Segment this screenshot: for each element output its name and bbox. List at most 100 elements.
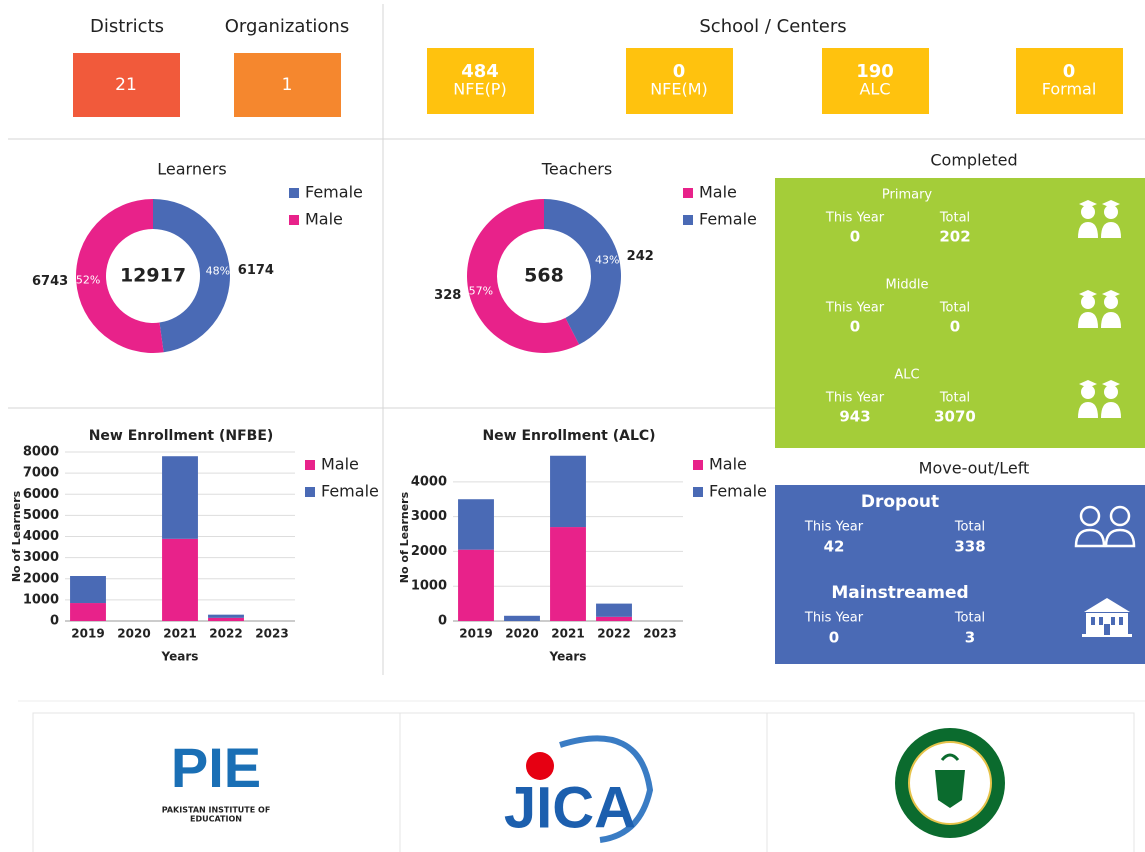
bar <box>458 549 494 621</box>
donut-total: 568 <box>524 265 564 287</box>
donut-segment <box>544 199 621 345</box>
jica-swoosh <box>559 735 654 843</box>
donut-total: 12917 <box>120 265 186 287</box>
legend-label: Male <box>699 183 737 202</box>
legend-label: Female <box>305 183 363 202</box>
y-tick-label: 1000 <box>23 592 59 607</box>
this-year-value: 0 <box>829 629 839 647</box>
jica-dot <box>526 752 554 780</box>
this-year-label: This Year <box>804 520 864 535</box>
bar <box>550 527 586 621</box>
logo-caption: EDUCATION <box>190 815 242 824</box>
total-label: Total <box>954 520 985 535</box>
this-year-label: This Year <box>825 301 885 316</box>
school-value: 0 <box>1063 61 1076 82</box>
y-tick-label: 6000 <box>23 487 59 502</box>
legend-swatch <box>693 460 703 470</box>
completed-panel <box>775 178 1145 448</box>
legend-swatch <box>305 460 315 470</box>
school-label: NFE(P) <box>453 80 506 99</box>
total-value: 338 <box>954 538 985 556</box>
this-year-value: 0 <box>850 228 860 246</box>
people-icon <box>1074 505 1136 548</box>
this-year-label: This Year <box>804 611 864 626</box>
total-label: Total <box>939 301 970 316</box>
legend-label: Female <box>709 482 767 501</box>
y-tick-label: 4000 <box>23 529 59 544</box>
group-name: Mainstreamed <box>831 583 968 603</box>
bar <box>162 538 198 621</box>
bar <box>596 616 632 621</box>
x-tick-label: 2019 <box>71 627 104 641</box>
percent-label: 43% <box>595 254 619 267</box>
donut-segment <box>76 199 164 353</box>
x-axis-label: Years <box>549 650 587 664</box>
value-label: 6743 <box>32 274 68 289</box>
legend-swatch <box>683 215 693 225</box>
bar <box>208 614 244 618</box>
x-tick-label: 2022 <box>597 627 630 641</box>
school-label: ALC <box>859 80 890 99</box>
y-tick-label: 4000 <box>411 474 447 489</box>
group-name: Dropout <box>861 492 939 512</box>
govt-seal <box>895 728 1005 838</box>
chart-title: New Enrollment (ALC) <box>482 428 655 444</box>
logo-caption: PAKISTAN INSTITUTE OF <box>162 806 271 815</box>
legend-swatch <box>305 487 315 497</box>
total-value: 3 <box>965 629 975 647</box>
move-out-groups: Dropout This Year Total 42 338 Mainstreamed Th… <box>804 492 986 647</box>
y-tick-label: 5000 <box>23 508 59 523</box>
graduate-icons <box>1078 200 1121 418</box>
school-box <box>626 48 733 114</box>
y-tick-label: 0 <box>438 614 447 629</box>
logo-pie: PIE <box>171 736 261 799</box>
total-label: Total <box>939 211 970 226</box>
legend-label: Male <box>709 455 747 474</box>
y-tick-label: 8000 <box>23 445 59 460</box>
logo-cards <box>32 712 1135 852</box>
stat-box <box>234 53 341 117</box>
chart-title: Learners <box>157 160 226 179</box>
group-name: Middle <box>886 278 929 293</box>
logo-jica: JICA <box>504 775 636 840</box>
chart-title: Teachers <box>541 160 612 179</box>
bar <box>596 603 632 617</box>
total-value: 0 <box>950 318 960 336</box>
this-year-label: This Year <box>825 211 885 226</box>
school-value: 0 <box>673 61 686 82</box>
x-axis-label: Years <box>161 650 199 664</box>
legend-swatch <box>693 487 703 497</box>
dividers <box>8 4 1145 702</box>
y-tick-label: 2000 <box>411 544 447 559</box>
y-axis-label: No of Learners <box>10 490 23 582</box>
donut-segment <box>153 199 230 353</box>
school-box <box>822 48 929 114</box>
y-tick-label: 3000 <box>411 509 447 524</box>
x-tick-label: 2023 <box>643 627 676 641</box>
total-value: 202 <box>939 228 970 246</box>
bar <box>208 617 244 621</box>
school-icon <box>1082 598 1132 637</box>
legend-label: Female <box>699 210 757 229</box>
section-title: School / Centers <box>699 16 846 37</box>
x-tick-label: 2022 <box>209 627 242 641</box>
percent-label: 48% <box>206 265 230 278</box>
y-tick-label: 2000 <box>23 571 59 586</box>
this-year-label: This Year <box>825 391 885 406</box>
school-value: 190 <box>856 61 894 82</box>
y-tick-label: 3000 <box>23 550 59 565</box>
chart-title: New Enrollment (NFBE) <box>89 428 274 444</box>
stat-value: 1 <box>282 75 293 95</box>
section-title: Move-out/Left <box>919 459 1030 478</box>
y-tick-label: 7000 <box>23 466 59 481</box>
bar <box>162 456 198 539</box>
bar <box>458 499 494 550</box>
school-box <box>427 48 534 114</box>
y-tick-label: 1000 <box>411 579 447 594</box>
this-year-value: 42 <box>824 538 845 556</box>
group-name: ALC <box>894 368 919 383</box>
stat-box <box>73 53 180 117</box>
percent-label: 52% <box>76 273 100 286</box>
